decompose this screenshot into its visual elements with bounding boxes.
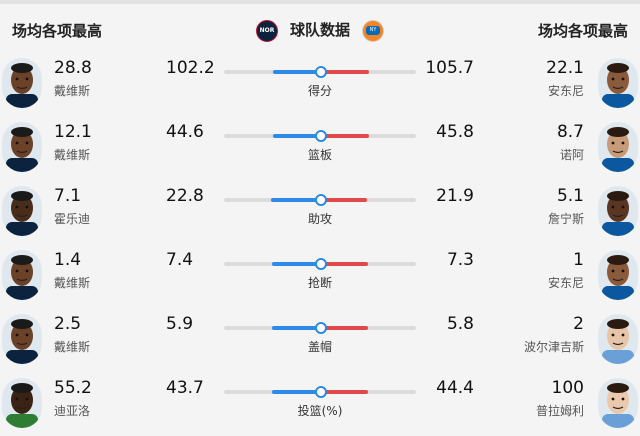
right-team-bar (320, 198, 368, 202)
bar-center-marker (315, 130, 327, 142)
right-player-stat: 100 (551, 378, 584, 398)
right-team-bar (320, 70, 369, 74)
right-player-name[interactable]: 诺阿 (559, 148, 584, 162)
stat-row: 1.4 戴维斯 7.4 抢断 7.3 1 安东尼 (0, 244, 640, 308)
stat-row: 7.1 霍乐迪 22.8 助攻 21.9 5.1 詹宁斯 (0, 180, 640, 244)
left-player-avatar[interactable] (2, 122, 42, 172)
comparison-bar (224, 322, 416, 334)
left-player-stat: 2.5 (54, 314, 82, 334)
right-player-name[interactable]: 安东尼 (547, 84, 584, 98)
right-team-value: 21.9 (436, 186, 474, 206)
stat-category-label: 盖帽 (307, 340, 332, 354)
left-player-name[interactable]: 戴维斯 (54, 276, 91, 290)
left-team-bar (272, 390, 320, 394)
right-player-stat: 1 (573, 250, 584, 270)
left-team-value: 43.7 (166, 378, 204, 398)
left-team-bar (272, 134, 320, 138)
right-player-avatar[interactable] (598, 314, 638, 364)
right-player-name[interactable]: 詹宁斯 (547, 212, 584, 226)
left-player-stat: 1.4 (54, 250, 82, 270)
comparison-bar (224, 194, 416, 206)
bar-center-marker (315, 194, 327, 206)
right-player-avatar[interactable] (598, 250, 638, 300)
pelicans-logo-icon: NOR (256, 20, 278, 42)
left-team-value: 22.8 (166, 186, 204, 206)
right-player-stat: 2 (573, 314, 584, 334)
left-player-name[interactable]: 戴维斯 (54, 84, 91, 98)
left-player-name[interactable]: 霍乐迪 (54, 212, 91, 226)
stats-header: 场均各项最高 NOR 球队数据 NY 场均各项最高 (0, 14, 640, 48)
stat-category-label: 投篮(%) (297, 404, 343, 418)
left-player-name[interactable]: 戴维斯 (54, 148, 91, 162)
comparison-bar (224, 66, 416, 78)
left-player-stat: 55.2 (54, 378, 92, 398)
left-player-name[interactable]: 迪亚洛 (54, 404, 91, 418)
left-player-avatar[interactable] (2, 250, 42, 300)
team-stats-heading: NOR 球队数据 NY (256, 18, 384, 44)
left-player-stat: 7.1 (54, 186, 82, 206)
bar-center-marker (315, 386, 327, 398)
left-team-value: 5.9 (166, 314, 194, 334)
stat-row: 28.8 戴维斯 102.2 得分 105.7 22.1 安东尼 (0, 52, 640, 116)
right-player-stat: 22.1 (546, 58, 584, 78)
right-team-bar (320, 134, 369, 138)
right-team-value: 5.8 (446, 314, 474, 334)
left-player-stat: 12.1 (54, 122, 92, 142)
right-team-value: 7.3 (446, 250, 474, 270)
top-divider (0, 0, 640, 4)
bar-center-marker (315, 66, 327, 78)
right-team-bar (320, 326, 368, 330)
right-player-avatar[interactable] (598, 186, 638, 236)
bar-center-marker (315, 322, 327, 334)
right-player-name[interactable]: 普拉姆利 (535, 404, 584, 418)
left-player-avatar[interactable] (2, 58, 42, 108)
stat-row: 12.1 戴维斯 44.6 篮板 45.8 8.7 诺阿 (0, 116, 640, 180)
stat-category-label: 得分 (307, 84, 332, 98)
stat-category-label: 抢断 (307, 276, 332, 290)
stat-category-label: 篮板 (307, 148, 332, 162)
right-player-name[interactable]: 安东尼 (547, 276, 584, 290)
left-team-bar (272, 70, 320, 74)
right-team-value: 44.4 (436, 378, 474, 398)
left-player-stat: 28.8 (54, 58, 92, 78)
left-team-bar (272, 326, 320, 330)
knicks-logo-icon: NY (362, 20, 384, 42)
right-player-stat: 5.1 (556, 186, 584, 206)
right-player-avatar[interactable] (598, 378, 638, 428)
stat-row: 2.5 戴维斯 5.9 盖帽 5.8 2 波尔津吉斯 (0, 308, 640, 372)
left-team-value: 7.4 (166, 250, 194, 270)
right-leaders-title: 场均各项最高 (537, 22, 628, 40)
right-team-value: 105.7 (425, 58, 474, 78)
comparison-bar (224, 258, 416, 270)
comparison-bar (224, 130, 416, 142)
left-player-avatar[interactable] (2, 186, 42, 236)
right-team-value: 45.8 (436, 122, 474, 142)
right-team-bar (320, 390, 368, 394)
left-team-value: 102.2 (166, 58, 215, 78)
comparison-bar (224, 386, 416, 398)
team-stats-title: 球队数据 (289, 21, 350, 39)
stat-row: 55.2 迪亚洛 43.7 投篮(%) 44.4 100 普拉姆利 (0, 372, 640, 436)
stat-category-label: 助攻 (307, 212, 332, 226)
bar-center-marker (315, 258, 327, 270)
left-player-avatar[interactable] (2, 314, 42, 364)
left-player-name[interactable]: 戴维斯 (54, 340, 91, 354)
right-team-bar (320, 262, 368, 266)
left-team-value: 44.6 (166, 122, 204, 142)
left-team-bar (272, 262, 320, 266)
right-player-avatar[interactable] (598, 58, 638, 108)
left-player-avatar[interactable] (2, 378, 42, 428)
right-player-stat: 8.7 (556, 122, 584, 142)
left-team-bar (271, 198, 320, 202)
right-player-avatar[interactable] (598, 122, 638, 172)
left-leaders-title: 场均各项最高 (12, 22, 103, 40)
right-player-name[interactable]: 波尔津吉斯 (523, 340, 584, 354)
